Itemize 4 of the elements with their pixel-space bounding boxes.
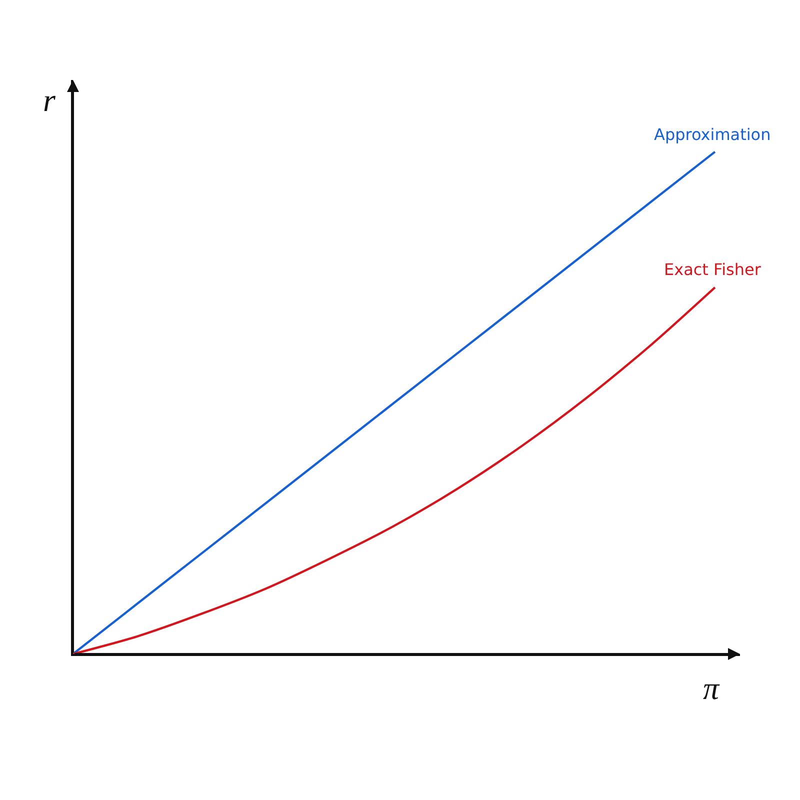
y-axis-title: r (43, 82, 56, 118)
x-axis-title: π (703, 670, 720, 706)
series-label: Approximation (654, 125, 771, 144)
series-label: Exact Fisher (664, 260, 762, 279)
